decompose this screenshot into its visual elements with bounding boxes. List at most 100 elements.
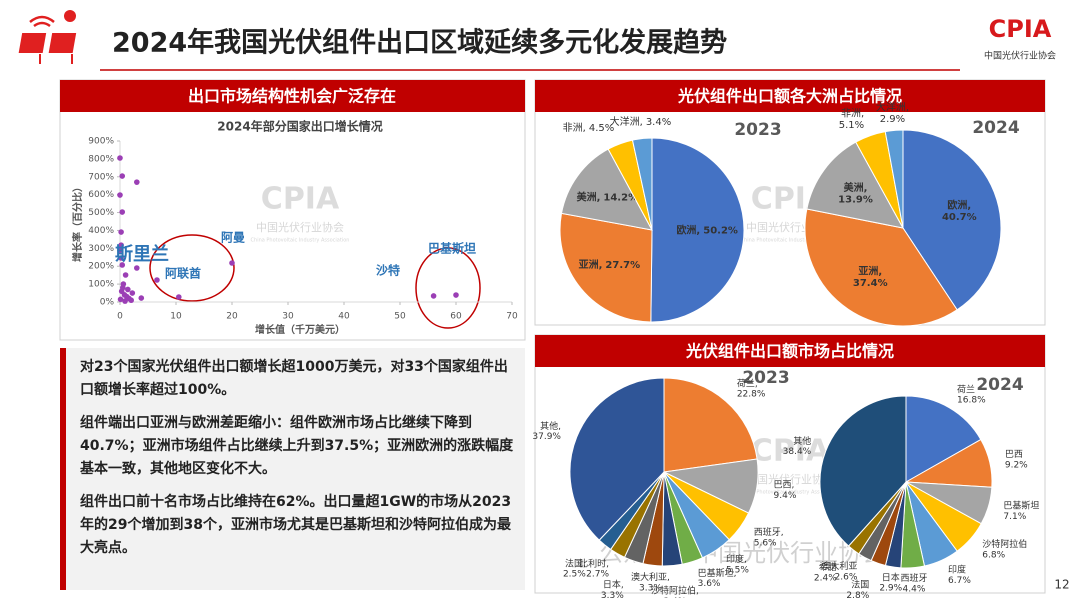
- data-label: 巴基斯坦, 3.6%: [698, 566, 737, 588]
- label-value: 2.6%: [835, 572, 858, 582]
- label-value: 13.9%: [838, 194, 873, 205]
- pie-slice: [560, 148, 653, 231]
- point: [118, 242, 124, 248]
- header-logo-sub: 中国光伏行业协会: [984, 50, 1056, 62]
- data-label: 印度 6.7%: [948, 563, 971, 585]
- panel-title: 光伏组件出口额市场占比情况: [685, 342, 894, 361]
- data-label: 希腊 2.4%: [814, 561, 837, 583]
- data-label: 印度, 5.5%: [726, 552, 749, 574]
- data-label: 沙特阿拉伯,3.4%: [651, 584, 699, 598]
- y-axis-label: 增长率（百分比）: [71, 182, 84, 262]
- point: [117, 247, 123, 253]
- label-value: 2.5%: [563, 569, 586, 579]
- point: [122, 272, 129, 278]
- chart-title: 2024: [976, 375, 1023, 395]
- x-tick-label: 0: [117, 312, 123, 322]
- watermark-english: China Photovoltaic Industry Association: [741, 490, 840, 496]
- label-category: 澳大利亚: [821, 560, 857, 572]
- data-label: 大洋洲, 3.4%: [610, 115, 672, 128]
- label-value: 2.7%: [586, 569, 609, 579]
- data-label: 其他 38.4%: [783, 434, 812, 456]
- label-value: 3.4%: [663, 597, 686, 598]
- label-value: 3.4%: [646, 117, 671, 128]
- x-tick-label: 60: [450, 312, 462, 322]
- watermark-name: 中国光伏行业协会: [746, 472, 834, 486]
- label-category: 印度: [948, 563, 966, 575]
- label-category: 比利时,: [579, 557, 609, 569]
- data-label: 荷兰 16.8%: [957, 383, 986, 405]
- data-label: 欧洲, 40.7%: [942, 199, 977, 224]
- label-value: 37.4%: [853, 278, 888, 289]
- data-label: 日本 2.9%: [879, 571, 902, 593]
- point: [117, 192, 123, 198]
- label-category: 亚洲,: [579, 259, 603, 271]
- x-axis-label: 增长值（千万美元）: [255, 323, 345, 336]
- annotation: 巴基斯坦: [428, 241, 476, 256]
- data-label: 欧洲, 50.2%: [676, 223, 738, 236]
- label-value: 3.3%: [601, 590, 624, 598]
- y-tick-label: 0%: [100, 298, 115, 308]
- y-tick-label: 300%: [88, 244, 114, 254]
- pie-slice: [804, 208, 958, 327]
- label-category: 沙特阿拉伯,: [651, 584, 699, 596]
- point: [154, 277, 160, 283]
- label-category: 西班牙,: [754, 526, 784, 538]
- label-category: 西班牙: [900, 572, 927, 584]
- pie-slice: [559, 212, 653, 323]
- label-category: 希腊: [819, 561, 837, 573]
- chart-title: 2023: [734, 120, 781, 140]
- label-value: 5.6%: [754, 538, 777, 548]
- point: [229, 260, 235, 266]
- point: [176, 294, 182, 300]
- data-label: 比利时, 2.7%: [579, 557, 609, 579]
- paragraph: 组件端出口亚洲与欧洲差距缩小：组件欧洲市场占比继续下降到40.7%；亚洲市场组件…: [80, 415, 514, 477]
- label-category: 大洋洲,: [610, 115, 643, 128]
- data-label: 亚洲, 27.7%: [579, 259, 641, 271]
- highlight-ellipse: [415, 247, 481, 329]
- data-label: 澳大利亚 2.6%: [821, 560, 857, 582]
- paragraph: 对23个国家光伏组件出口额增长超1000万美元，对33个国家组件出口额增长率超过…: [80, 359, 508, 398]
- label-category: 日本,: [603, 578, 624, 590]
- point: [129, 290, 136, 296]
- pie-slice: [663, 377, 758, 473]
- watermark-english: China Photovoltaic Industry Association: [741, 238, 840, 244]
- data-label: 非洲, 5.1%: [839, 108, 864, 132]
- x-tick-label: 20: [226, 312, 238, 322]
- point: [118, 229, 124, 235]
- label-category: 非洲,: [563, 122, 586, 134]
- annotation: 沙特: [376, 263, 400, 278]
- annotation: 阿曼: [221, 231, 245, 245]
- label-value: 4.5%: [589, 123, 614, 134]
- data-label: 西班牙 4.4%: [900, 572, 927, 594]
- text-box-content: 对23个国家光伏组件出口额增长超1000万美元，对33个国家组件出口额增长率超过…: [80, 359, 514, 556]
- label-value: 16.8%: [957, 395, 986, 405]
- label-value: 6.8%: [982, 550, 1005, 560]
- y-tick-label: 600%: [88, 190, 114, 200]
- y-tick-label: 200%: [88, 262, 114, 272]
- label-category: 日本: [882, 571, 900, 583]
- label-value: 2.4%: [814, 573, 837, 583]
- data-label: 日本, 3.3%: [601, 578, 624, 598]
- point: [128, 297, 134, 304]
- data-label: 巴基斯坦 7.1%: [1003, 499, 1039, 521]
- label-category: 欧洲,: [676, 223, 700, 236]
- panel-title: 光伏组件出口额各大洲占比情况: [677, 87, 902, 106]
- text-box: [60, 348, 525, 590]
- point: [119, 209, 126, 215]
- data-label: 法国, 2.5%: [563, 557, 586, 579]
- label-category: 非洲,: [841, 108, 864, 120]
- label-value: 9.2%: [1005, 460, 1028, 470]
- label-value: 27.7%: [605, 260, 640, 271]
- label-value: 37.9%: [532, 432, 561, 442]
- x-tick-label: 10: [170, 312, 182, 322]
- label-value: 3.6%: [698, 579, 721, 589]
- data-label: 西班牙, 5.6%: [754, 526, 784, 548]
- pie-slice: [905, 395, 982, 483]
- label-category: 法国,: [565, 557, 586, 569]
- data-label: 美洲, 14.2%: [577, 191, 639, 204]
- highlight-ellipse: [149, 234, 235, 302]
- header-icon: [18, 10, 77, 64]
- pie-slice: [806, 141, 904, 229]
- pie-slice: [569, 377, 665, 541]
- label-value: 6.7%: [948, 575, 971, 585]
